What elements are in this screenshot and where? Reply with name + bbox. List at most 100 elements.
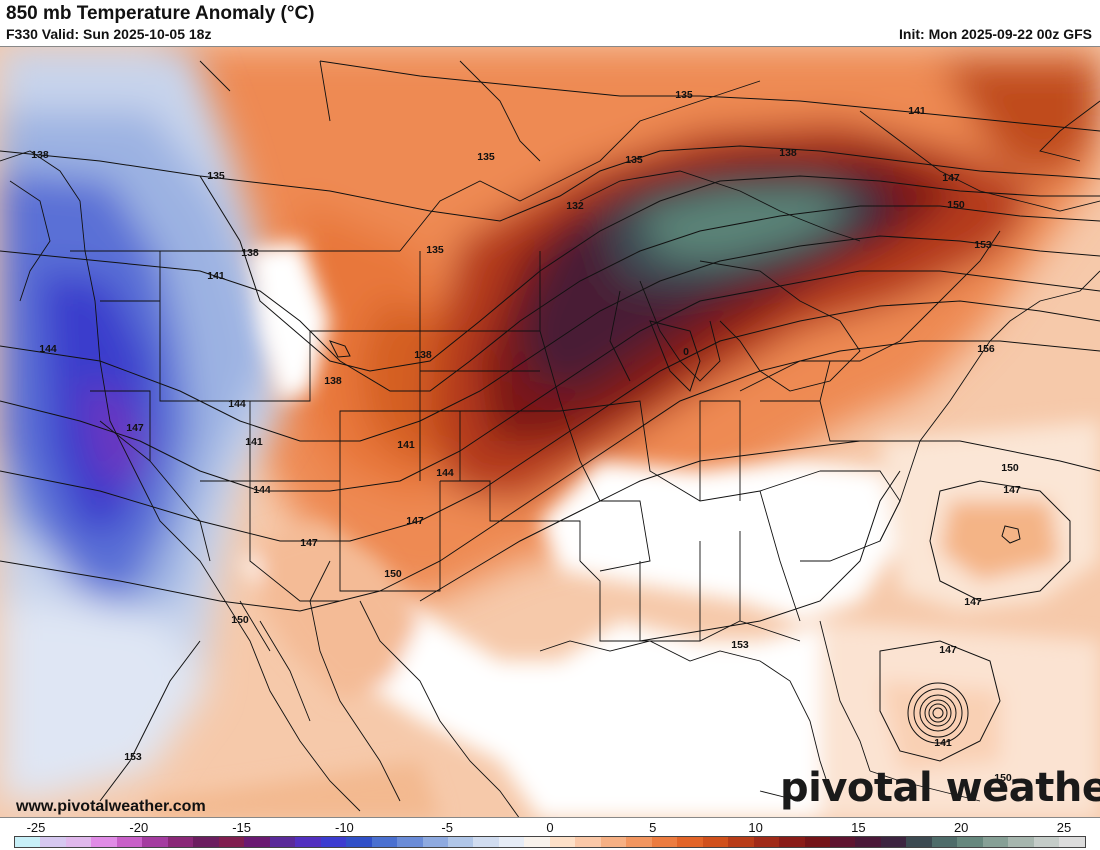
contour-label: 153 xyxy=(124,751,142,763)
contour-label: 141 xyxy=(908,105,926,117)
colorbar-swatch xyxy=(91,837,117,847)
contour-label: 138 xyxy=(324,375,342,387)
colorbar-tick-label: 15 xyxy=(851,820,866,835)
colorbar-swatch xyxy=(473,837,499,847)
colorbar-tick-label: 5 xyxy=(649,820,657,835)
contour-label: 138 xyxy=(779,147,797,159)
contour-label: 150 xyxy=(231,614,249,626)
contour-label: 150 xyxy=(384,568,402,580)
colorbar-swatch xyxy=(880,837,907,847)
colorbar-swatch xyxy=(779,837,805,847)
colorbar-swatch xyxy=(549,837,576,847)
colorbar-swatch xyxy=(1008,837,1034,847)
contour-label: 150 xyxy=(947,199,965,211)
colorbar: -25 -20 -15 -10 -5 0 5 10 15 20 25 xyxy=(0,818,1100,850)
colorbar-tick-label: -15 xyxy=(232,820,251,835)
contour-label: 147 xyxy=(126,422,144,434)
contour-label: 144 xyxy=(253,484,271,496)
contour-label: 135 xyxy=(426,244,444,256)
colorbar-swatch xyxy=(677,837,703,847)
colorbar-swatch xyxy=(1033,837,1060,847)
colorbar-scale xyxy=(14,836,1086,848)
map-header: 850 mb Temperature Anomaly (°C) F330 Val… xyxy=(0,0,1100,46)
brand-logo: pivotal weather xyxy=(780,765,1100,811)
colorbar-swatch xyxy=(295,837,321,847)
contour-label: 135 xyxy=(675,89,693,101)
weather-map[interactable]: 135 141 135 135 138 138 135 147 132 150 153 135 138 1… xyxy=(0,46,1100,818)
colorbar-swatch xyxy=(142,837,168,847)
colorbar-swatch xyxy=(626,837,652,847)
colorbar-tick-label: 10 xyxy=(748,820,763,835)
contour-label: 147 xyxy=(300,537,318,549)
contour-label: 147 xyxy=(406,515,424,527)
init-time: Init: Mon 2025-09-22 00z GFS xyxy=(899,26,1092,42)
colorbar-swatch xyxy=(397,837,423,847)
colorbar-swatch xyxy=(320,837,347,847)
contour-label: 138 xyxy=(414,349,432,361)
colorbar-swatch xyxy=(447,837,474,847)
colorbar-swatch xyxy=(116,837,143,847)
borders-coastlines xyxy=(0,60,1100,817)
colorbar-swatch xyxy=(804,837,830,847)
contour-label: 135 xyxy=(625,154,643,166)
colorbar-swatch xyxy=(40,837,66,847)
colorbar-tick-label: 20 xyxy=(953,820,969,835)
website-label: www.pivotalweather.com xyxy=(16,798,206,815)
colorbar-swatch xyxy=(422,837,448,847)
colorbar-swatch xyxy=(167,837,194,847)
colorbar-swatch xyxy=(244,837,270,847)
contour-label: 147 xyxy=(964,596,982,608)
map-title: 850 mb Temperature Anomaly (°C) xyxy=(6,3,315,24)
contour-label: 150 xyxy=(1001,462,1019,474)
colorbar-tick-label: -25 xyxy=(26,820,46,835)
colorbar-swatch xyxy=(600,837,627,847)
contour-label: 153 xyxy=(731,639,749,651)
colorbar-swatch xyxy=(982,837,1009,847)
contour-label: 153 xyxy=(974,239,992,251)
colorbar-ticks: -25 -20 -15 -10 -5 0 5 10 15 20 25 xyxy=(0,820,1100,835)
contour-label: 138 xyxy=(241,247,259,259)
contour-label: 0 xyxy=(683,346,689,358)
contour-label: 141 xyxy=(245,436,263,448)
contour-label: 147 xyxy=(1003,484,1021,496)
contour-label: 144 xyxy=(436,467,454,479)
colorbar-swatch xyxy=(830,837,856,847)
colorbar-swatch xyxy=(702,837,729,847)
contour-label: 141 xyxy=(207,270,225,282)
contour-label: 141 xyxy=(934,737,952,749)
colorbar-swatch xyxy=(753,837,780,847)
contour-label: 150 xyxy=(994,772,1012,784)
colorbar-swatch xyxy=(269,837,296,847)
colorbar-swatch xyxy=(346,837,372,847)
colorbar-swatch xyxy=(906,837,932,847)
contour-label: 144 xyxy=(228,398,246,410)
colorbar-swatch xyxy=(855,837,881,847)
colorbar-swatch xyxy=(371,837,398,847)
colorbar-swatch xyxy=(524,837,550,847)
contour-label: 138 xyxy=(31,149,49,161)
colorbar-tick-label: -5 xyxy=(441,820,453,835)
colorbar-swatch xyxy=(957,837,983,847)
height-contours xyxy=(0,60,1100,802)
colorbar-swatch xyxy=(498,837,525,847)
colorbar-swatch xyxy=(931,837,958,847)
contour-labels: 135 141 135 135 138 138 135 147 132 150 153 135 138 1… xyxy=(31,89,1021,784)
colorbar-swatch xyxy=(218,837,245,847)
contour-label: 147 xyxy=(942,172,960,184)
colorbar-swatch xyxy=(15,837,41,847)
map-canvas: 135 141 135 135 138 138 135 147 132 150 153 135 138 1… xyxy=(0,47,1100,817)
colorbar-swatch xyxy=(1059,837,1085,847)
contour-label: 156 xyxy=(977,343,995,355)
colorbar-swatch xyxy=(193,837,219,847)
colorbar-swatch xyxy=(728,837,754,847)
contour-label: 147 xyxy=(939,644,957,656)
colorbar-tick-label: 25 xyxy=(1056,820,1072,835)
colorbar-swatch xyxy=(575,837,601,847)
colorbar-tick-label: -10 xyxy=(334,820,354,835)
contour-label: 135 xyxy=(207,170,225,182)
colorbar-swatch xyxy=(65,837,92,847)
valid-time: F330 Valid: Sun 2025-10-05 18z xyxy=(6,26,212,42)
colorbar-tick-label: -20 xyxy=(129,820,149,835)
contour-label: 144 xyxy=(39,343,57,355)
contour-label: 135 xyxy=(477,151,495,163)
